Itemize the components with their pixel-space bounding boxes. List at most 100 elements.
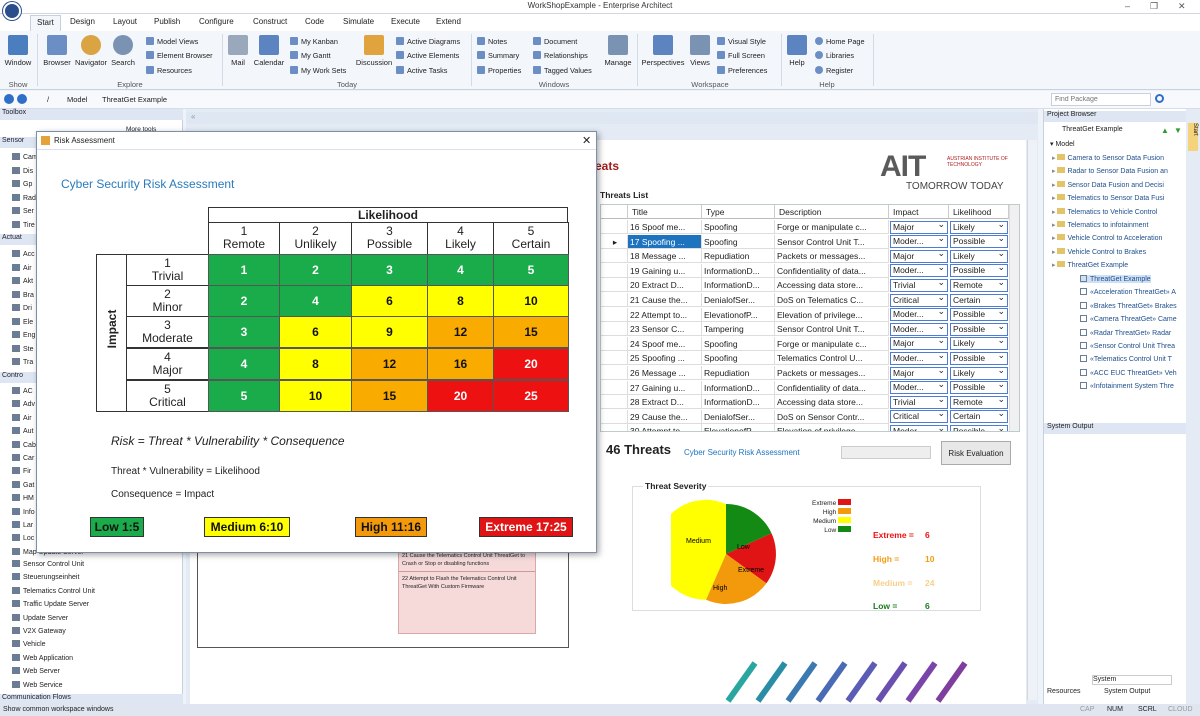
resources-button[interactable]: Resources	[146, 66, 192, 75]
package-item[interactable]: ▸ ThreatGet Example	[1052, 261, 1129, 270]
document-button[interactable]: Document	[533, 37, 577, 46]
cell-type[interactable]: ElevationofP...	[702, 424, 775, 431]
cell-type[interactable]: Spoofing	[702, 234, 775, 249]
cell-title[interactable]: 25 Spoofing ...	[628, 351, 702, 366]
cell-title[interactable]: 19 Gaining u...	[628, 263, 702, 278]
row-marker[interactable]	[601, 322, 628, 337]
column-header[interactable]: Title	[628, 205, 702, 219]
package-item[interactable]: ▸ Telematics to Vehicle Control	[1052, 207, 1158, 216]
impact-dropdown[interactable]: Moder...	[890, 351, 948, 365]
register-button[interactable]: Register	[815, 66, 853, 75]
row-marker[interactable]	[601, 395, 628, 410]
cell-type[interactable]: InformationD...	[702, 263, 775, 278]
likelihood-dropdown[interactable]: Possible	[950, 264, 1008, 278]
tab-design[interactable]: Design	[70, 17, 95, 26]
tab-code[interactable]: Code	[305, 17, 325, 26]
package-item[interactable]: ▸ Vehicle Control to Acceleration	[1052, 234, 1163, 243]
diagram-item[interactable]: «Radar ThreatGet» Radar	[1080, 328, 1171, 337]
my-work-sets-button[interactable]: My Work Sets	[290, 66, 346, 75]
cell-desc[interactable]: Telematics Control U...	[775, 351, 889, 366]
cell-desc[interactable]: Accessing data store...	[775, 395, 889, 410]
arrow-down-icon[interactable]: ▼	[1174, 126, 1182, 135]
row-marker[interactable]: ▸	[601, 234, 628, 249]
toolbox-item[interactable]: Web Application	[12, 653, 73, 662]
cell-type[interactable]: DenialofSer...	[702, 409, 775, 424]
control-item[interactable]: Lar	[12, 521, 33, 529]
actuator-item[interactable]: Tra	[12, 358, 33, 366]
likelihood-dropdown[interactable]: Likely	[950, 220, 1008, 234]
toolbox-section-communication[interactable]: Communication Flows	[0, 694, 183, 705]
toolbox-item[interactable]: Web Service	[12, 680, 63, 689]
row-marker[interactable]	[601, 293, 628, 307]
tab-extend[interactable]: Extend	[436, 17, 461, 26]
perspectives-button[interactable]: Perspectives	[641, 35, 685, 67]
cell-title[interactable]: 17 Spoofing ...	[628, 234, 702, 249]
cell-desc[interactable]: Forge or manipulate c...	[775, 336, 889, 351]
relationships-button[interactable]: Relationships	[533, 51, 588, 60]
column-header[interactable]: Likelihood	[949, 205, 1009, 219]
row-marker[interactable]	[601, 409, 628, 424]
toolbox-item[interactable]: Telematics Control Unit	[12, 586, 95, 595]
row-marker[interactable]	[601, 263, 628, 278]
likelihood-dropdown[interactable]: Possible	[950, 381, 1008, 395]
control-item[interactable]: AC	[12, 387, 33, 395]
impact-dropdown[interactable]: Moder...	[890, 424, 948, 431]
control-item[interactable]: Car	[12, 454, 34, 462]
cell-type[interactable]: Spoofing	[702, 220, 775, 234]
cell-desc[interactable]: Confidentiality of data...	[775, 263, 889, 278]
impact-dropdown[interactable]: Major	[890, 249, 948, 263]
cell-title[interactable]: 28 Extract D...	[628, 395, 702, 410]
diagram-item[interactable]: «Acceleration ThreatGet» A	[1080, 288, 1176, 296]
navigator-button[interactable]: Navigator	[74, 35, 108, 67]
system-output-tab[interactable]: System	[1092, 675, 1172, 685]
likelihood-dropdown[interactable]: Possible	[950, 235, 1008, 249]
breadcrumb-root[interactable]: /	[47, 95, 50, 104]
tab-configure[interactable]: Configure	[199, 17, 234, 26]
cell-desc[interactable]: DoS on Sensor Contr...	[775, 409, 889, 424]
package-item[interactable]: ▸ Camera to Sensor Data Fusion	[1052, 154, 1164, 162]
arrow-up-icon[interactable]: ▲	[1161, 126, 1169, 135]
control-item[interactable]: Info	[12, 507, 35, 516]
likelihood-dropdown[interactable]: Likely	[950, 337, 1008, 351]
package-item[interactable]: ▸ Telematics to Sensor Data Fusi	[1052, 194, 1165, 203]
likelihood-dropdown[interactable]: Possible	[950, 322, 1008, 336]
cell-desc[interactable]: Packets or messages...	[775, 249, 889, 264]
active-diagrams-button[interactable]: Active Diagrams	[396, 37, 460, 46]
sensor-item[interactable]: Cam	[12, 153, 38, 161]
resources-tab[interactable]: Resources	[1047, 688, 1081, 695]
diagram-item[interactable]: «Camera ThreatGet» Came	[1080, 315, 1177, 323]
properties-button[interactable]: Properties	[477, 66, 521, 75]
tab-start[interactable]: Start	[30, 15, 61, 31]
dialog-close-icon[interactable]: ✕	[582, 135, 592, 147]
impact-dropdown[interactable]: Moder...	[890, 235, 948, 249]
cell-desc[interactable]: Packets or messages...	[775, 366, 889, 380]
diagram-item[interactable]: «Telematics Control Unit T	[1080, 355, 1172, 363]
toolbox-section-actuator[interactable]: Actuat	[0, 234, 36, 245]
cell-title[interactable]: 27 Gaining u...	[628, 380, 702, 395]
impact-dropdown[interactable]: Major	[890, 366, 948, 380]
toolbox-item[interactable]: Traffic Update Server	[12, 600, 89, 608]
project-root[interactable]: ThreatGet Example	[1062, 126, 1123, 133]
cell-title[interactable]: 26 Message ...	[628, 366, 702, 380]
likelihood-dropdown[interactable]: Possible	[950, 308, 1008, 322]
more-tools-link[interactable]: More tools	[126, 126, 157, 133]
cell-title[interactable]: 20 Extract D...	[628, 278, 702, 293]
views-button[interactable]: Views	[688, 35, 712, 67]
cell-type[interactable]: InformationD...	[702, 278, 775, 293]
actuator-item[interactable]: Dri	[12, 304, 32, 312]
notes-button[interactable]: Notes	[477, 37, 507, 46]
sensor-item[interactable]: Dis	[12, 166, 33, 175]
visual-style-button[interactable]: Visual Style	[717, 37, 766, 46]
actuator-item[interactable]: Air	[12, 263, 32, 272]
impact-dropdown[interactable]: Major	[890, 220, 948, 234]
mail-button[interactable]: Mail	[226, 35, 250, 67]
control-item[interactable]: HM	[12, 494, 34, 502]
browser-button[interactable]: Browser	[42, 35, 72, 67]
actuator-item[interactable]: Bra	[12, 290, 34, 299]
risk-evaluation-button[interactable]: Risk Evaluation	[941, 441, 1011, 465]
cell-desc[interactable]: Elevation of privilege...	[775, 307, 889, 322]
toolbox-section-sensor[interactable]: Sensor	[0, 137, 36, 148]
row-marker[interactable]	[601, 424, 628, 431]
my-kanban-button[interactable]: My Kanban	[290, 37, 338, 46]
element-browser-button[interactable]: Element Browser	[146, 51, 213, 60]
